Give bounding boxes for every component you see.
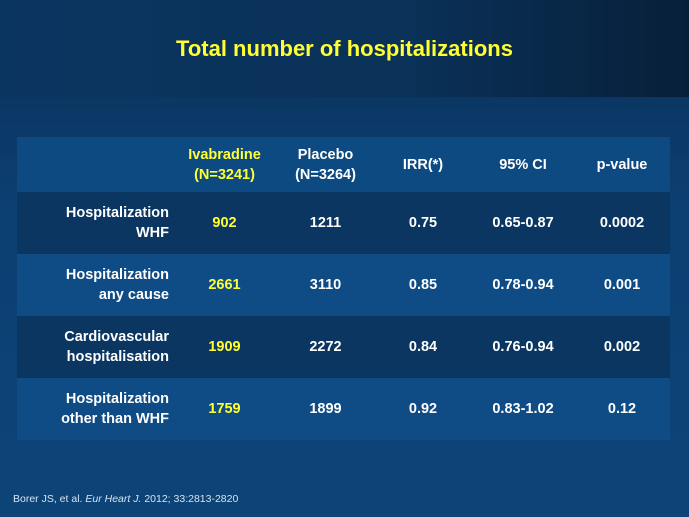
ivabradine-value: 1759 [208, 401, 241, 417]
row-label: Hospitalization any cause [65, 267, 169, 303]
table-row: Hospitalization other than WHF 1759 1899… [17, 378, 670, 440]
table-row: Cardiovascular hospitalisation 1909 2272… [17, 316, 670, 378]
header-ivabradine: Ivabradine (N=3241) [188, 146, 261, 183]
ivabradine-value: 1909 [208, 339, 241, 355]
header-irr: IRR(*) [402, 156, 444, 173]
pvalue-value: 0.12 [607, 401, 637, 417]
pvalue-value: 0.001 [603, 277, 641, 293]
row-label: Hospitalization other than WHF [61, 391, 169, 427]
title-band [0, 0, 689, 97]
pvalue-value: 0.0002 [599, 215, 645, 231]
irr-value: 0.75 [408, 215, 438, 231]
header-placebo: Placebo (N=3264) [295, 146, 356, 183]
ivabradine-value: 902 [212, 215, 237, 231]
header-pvalue: p-value [596, 156, 648, 173]
table-row: Hospitalization any cause 2661 3110 0.85… [17, 254, 670, 316]
slide-title: Total number of hospitalizations [176, 36, 513, 61]
table-row: Hospitalization WHF 902 1211 0.75 0.65-0… [17, 192, 670, 254]
header-ci: 95% CI [499, 156, 547, 173]
row-label: Cardiovascular hospitalisation [64, 329, 169, 365]
header-row-label [17, 137, 172, 192]
irr-value: 0.85 [408, 277, 438, 293]
citation-authors: Borer JS, et al. [13, 493, 86, 505]
row-label: Hospitalization WHF [65, 205, 169, 241]
ci-value: 0.78-0.94 [492, 277, 554, 293]
placebo-value: 1899 [309, 401, 342, 417]
placebo-value: 2272 [309, 339, 342, 355]
irr-value: 0.92 [408, 401, 438, 417]
citation-journal: Eur Heart J. [85, 493, 142, 505]
ivabradine-value: 2661 [208, 277, 241, 293]
results-table: Ivabradine (N=3241) Placebo (N=3264) IRR… [17, 137, 670, 440]
irr-value: 0.84 [408, 339, 438, 355]
citation-details: 2012; 33:2813-2820 [141, 493, 239, 505]
ci-value: 0.83-1.02 [492, 401, 554, 417]
pvalue-value: 0.002 [603, 339, 641, 355]
ci-value: 0.76-0.94 [492, 339, 554, 355]
table-header-row: Ivabradine (N=3241) Placebo (N=3264) IRR… [17, 137, 670, 192]
ci-value: 0.65-0.87 [492, 215, 554, 231]
citation-footnote: Borer JS, et al. Eur Heart J. 2012; 33:2… [13, 493, 238, 505]
placebo-value: 3110 [309, 277, 342, 293]
placebo-value: 1211 [309, 215, 342, 231]
